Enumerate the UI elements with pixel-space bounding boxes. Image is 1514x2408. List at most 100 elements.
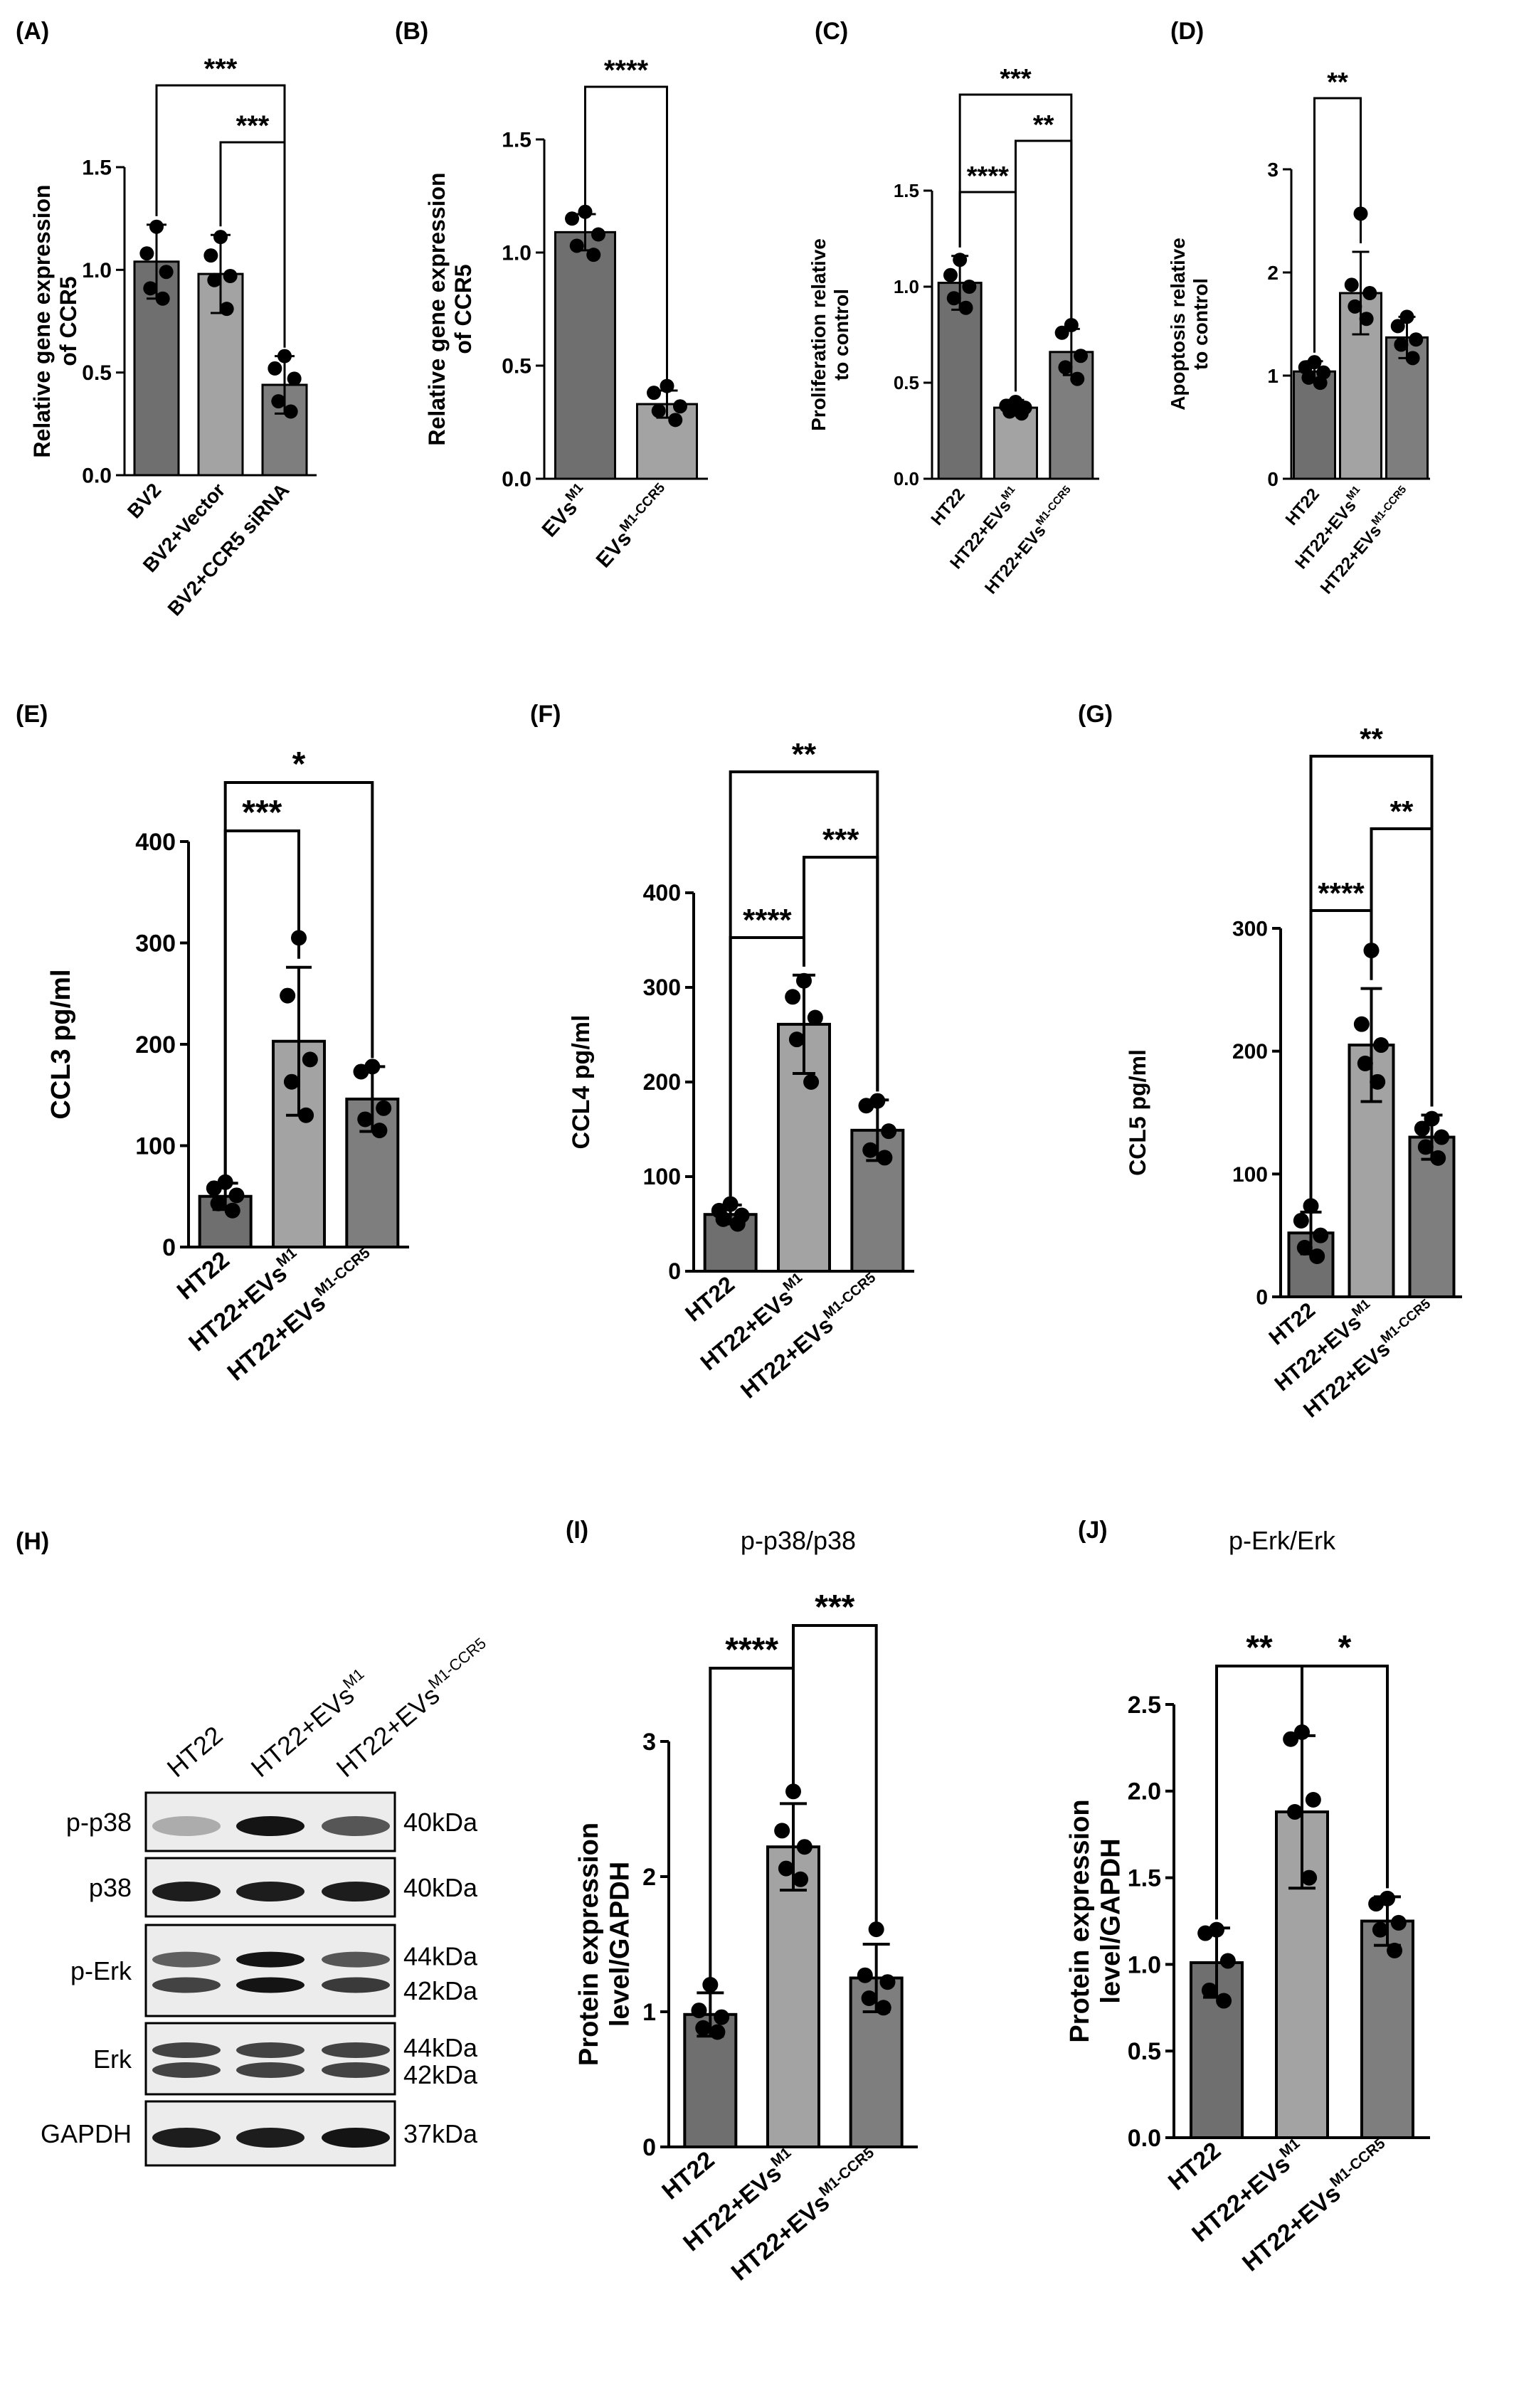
blot-band	[236, 1816, 305, 1836]
y-axis-label: Protein expressionlevel/GAPDH	[1065, 1799, 1126, 2042]
y-tick-label: 300	[1232, 918, 1268, 941]
blot-band	[236, 1951, 305, 1968]
data-point	[139, 246, 154, 261]
y-tick-label: 2.5	[1128, 1692, 1161, 1719]
y-axis-label: Relative gene expressionof CCR5	[29, 184, 81, 457]
category-label: HT22	[1163, 2137, 1226, 2196]
significance-label: ***	[242, 794, 282, 832]
category-superscript: M1-CCR5	[1369, 484, 1409, 528]
bar	[1408, 1135, 1456, 1298]
data-point	[788, 1031, 805, 1048]
y-axis-label: Protein expressionlevel/GAPDH	[574, 1823, 635, 2066]
category-label: HT22+EVsM1-CCR5	[1236, 2135, 1397, 2276]
blot-row-label: p38	[89, 1873, 132, 1902]
data-point	[1357, 1055, 1373, 1071]
y-tick-label: 0	[642, 2134, 656, 2161]
data-point	[1301, 370, 1316, 385]
blot-row-label: p-Erk	[70, 1956, 132, 1985]
y-axis-label: Apoptosis relativeto control	[1167, 238, 1212, 410]
panel-letter: (B)	[395, 18, 428, 45]
y-tick-label: 3	[1267, 159, 1279, 181]
molecular-weight-label: 37kDa	[403, 2119, 478, 2148]
data-point	[1216, 1993, 1232, 2009]
y-tick-label: 0	[668, 1258, 681, 1284]
y-tick-label: 0.0	[82, 465, 112, 488]
significance-label: ***	[204, 53, 238, 85]
panel-letter: (H)	[16, 1528, 49, 1555]
blot-band	[322, 2042, 390, 2058]
data-point	[283, 404, 298, 419]
y-tick-label: 3	[642, 1729, 656, 1756]
bar	[1360, 1919, 1414, 2139]
category-label: HT22	[1282, 485, 1323, 529]
y-tick-label: 1	[642, 1999, 656, 2026]
y-tick-label: 0	[162, 1234, 176, 1261]
panel-letter: (E)	[16, 701, 48, 728]
category-label: HT22+EVsM1-CCR5	[980, 484, 1081, 598]
bar	[1293, 370, 1336, 480]
category-label: HT22	[1265, 1298, 1320, 1349]
y-tick-label: 0.5	[502, 355, 531, 378]
data-point	[1372, 1921, 1388, 1938]
blot-box	[144, 1924, 396, 2017]
y-axis-label-line: CCL5 pg/ml	[1125, 1049, 1150, 1176]
y-axis-label-line: to control	[1190, 278, 1212, 370]
category-text: HT22	[1282, 485, 1323, 529]
significance-bracket	[584, 85, 668, 382]
y-axis-label: CCL4 pg/ml	[568, 1015, 595, 1150]
significance-bracket	[219, 141, 286, 348]
bar	[993, 406, 1038, 480]
data-point	[143, 281, 158, 296]
data-point	[591, 227, 605, 242]
data-point	[1313, 1227, 1329, 1243]
category-text: HT22	[172, 1246, 235, 1305]
y-tick-label: 0.0	[894, 468, 919, 489]
category-text: EVs	[538, 496, 582, 541]
significance-bracket	[1313, 97, 1362, 353]
blot-band	[322, 1951, 390, 1968]
y-axis-label: CCL5 pg/ml	[1125, 1049, 1150, 1176]
panel-letter: (D)	[1170, 18, 1204, 45]
y-tick-label: 0.5	[82, 361, 112, 385]
data-point	[858, 1098, 874, 1114]
data-point	[1387, 1942, 1403, 1958]
blot-band	[152, 1882, 221, 1902]
blot-band	[236, 1977, 305, 1993]
data-point	[1430, 1150, 1446, 1166]
category-superscript: M1-CCR5	[816, 2144, 878, 2200]
panel-letter: (I)	[566, 1517, 588, 1544]
data-point	[1414, 1120, 1430, 1137]
y-tick-label: 200	[135, 1031, 176, 1059]
blot-band	[236, 1882, 305, 1902]
data-point	[962, 280, 977, 294]
significance-bracket	[1301, 1665, 1389, 1889]
blot-band	[236, 2128, 305, 2148]
data-point	[877, 1150, 893, 1166]
y-tick-label: 400	[135, 829, 176, 856]
data-point	[1373, 1037, 1389, 1054]
data-point	[280, 987, 296, 1004]
significance-label: **	[1390, 795, 1414, 828]
bar	[554, 230, 616, 480]
y-axis-label-line: of CCR5	[55, 276, 81, 366]
data-point	[223, 268, 238, 283]
data-point	[159, 265, 174, 280]
blot-row-label: GAPDH	[41, 2119, 132, 2148]
data-point	[672, 399, 687, 414]
blot-band	[322, 1882, 390, 1902]
category-label: EVsM1-CCR5	[590, 480, 677, 573]
molecular-weight-label: 42kDa	[403, 1976, 478, 2005]
y-axis-label-line: level/GAPDH	[1096, 1838, 1126, 2003]
category-text: HT22	[657, 2146, 719, 2205]
blot-band	[322, 1977, 390, 1993]
data-point	[1219, 1953, 1236, 1969]
y-tick-label: 1.0	[82, 259, 112, 282]
data-point	[796, 972, 812, 989]
data-point	[1362, 286, 1377, 300]
y-tick-label: 0.0	[1128, 2125, 1161, 2152]
lane-label-text: HT22	[162, 1720, 228, 1783]
y-tick-label: 300	[643, 975, 681, 1000]
